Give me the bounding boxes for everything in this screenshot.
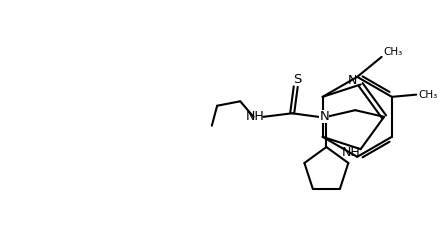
Text: NH: NH (246, 110, 265, 123)
Text: S: S (293, 74, 301, 86)
Text: CH₃: CH₃ (418, 90, 438, 100)
Text: N: N (319, 110, 329, 123)
Text: N: N (348, 74, 358, 87)
Text: NH: NH (341, 146, 360, 159)
Text: CH₃: CH₃ (384, 47, 403, 58)
